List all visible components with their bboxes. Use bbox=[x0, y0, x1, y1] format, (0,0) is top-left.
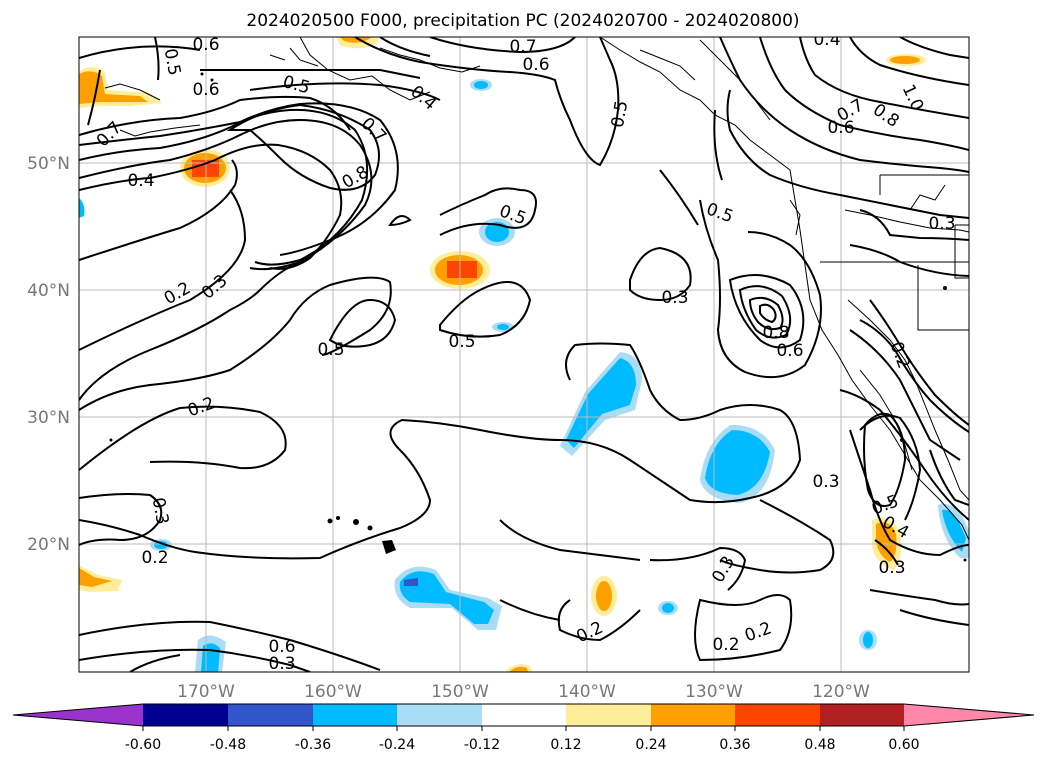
longitude-label: 140°W bbox=[558, 682, 616, 702]
contour-label: 0.6 bbox=[522, 55, 549, 75]
colorbar-segment bbox=[735, 704, 820, 726]
contour-label: 0.5 bbox=[160, 47, 184, 77]
longitude-label: 150°W bbox=[431, 682, 489, 702]
colorbar-segment bbox=[397, 704, 482, 726]
negative-anomaly-patch bbox=[492, 322, 514, 332]
negative-anomaly-patch bbox=[79, 198, 85, 218]
contour-label: 0.6 bbox=[827, 118, 854, 138]
negative-anomaly-patch bbox=[479, 218, 515, 246]
colorbar-tick-label: -0.36 bbox=[295, 737, 331, 753]
colorbar-tick-label: -0.48 bbox=[210, 737, 246, 753]
longitude-label: 120°W bbox=[812, 682, 870, 702]
latitude-label: 30°N bbox=[27, 408, 70, 428]
latitude-labels: 50°N 40°N 30°N 20°N bbox=[27, 154, 70, 555]
colorbar-tick-label: 0.24 bbox=[635, 737, 666, 753]
contour-label: 0.5 bbox=[448, 332, 475, 352]
positive-anomaly-patch bbox=[591, 576, 617, 616]
colorbar-tick-label: 0.60 bbox=[888, 737, 919, 753]
contour-label: 0.5 bbox=[608, 99, 632, 129]
colorbar-segment bbox=[651, 704, 735, 726]
negative-anomaly-patch bbox=[195, 635, 226, 672]
contour-label: 0.3 bbox=[878, 558, 905, 578]
contour-label: 0.3 bbox=[148, 496, 172, 526]
colorbar-segment bbox=[904, 704, 1034, 726]
colorbar-tick-label: 0.48 bbox=[804, 737, 835, 753]
colorbar: -0.60 -0.48 -0.36 -0.24 -0.12 0.12 0.24 … bbox=[12, 703, 1035, 753]
contour-label: 0.3 bbox=[661, 288, 688, 308]
colorbar-segment bbox=[566, 704, 651, 726]
map-panel: 0.6 0.5 0.6 0.7 0.6 0.4 0.5 0.4 0.7 0.8 … bbox=[79, 30, 969, 674]
colorbar-tick-label: 0.36 bbox=[719, 737, 750, 753]
colorbar-segment bbox=[143, 704, 228, 726]
longitude-label: 160°W bbox=[304, 682, 362, 702]
contour-label: 0.3 bbox=[812, 472, 839, 492]
contour-lines bbox=[79, 37, 969, 672]
contour-label: 0.3 bbox=[928, 214, 955, 234]
contour-label: 0.8 bbox=[762, 323, 789, 343]
contour-label: 0.3 bbox=[268, 654, 295, 674]
negative-anomaly-patch bbox=[700, 424, 775, 503]
latitude-label: 20°N bbox=[27, 535, 70, 555]
map-frame bbox=[78, 36, 970, 673]
contour-label: 0.4 bbox=[813, 30, 840, 50]
negative-anomaly-patch bbox=[560, 352, 642, 456]
islands bbox=[109, 72, 967, 562]
contour-label: 0.4 bbox=[127, 171, 154, 191]
contour-label: 0.6 bbox=[192, 35, 219, 55]
colorbar-segment bbox=[228, 704, 313, 726]
latitude-label: 50°N bbox=[27, 154, 70, 174]
latitude-label: 40°N bbox=[27, 281, 70, 301]
negative-anomaly-patch bbox=[859, 630, 877, 650]
colorbar-tick-label: -0.24 bbox=[379, 737, 415, 753]
positive-anomaly-patch bbox=[79, 565, 122, 592]
positive-anomaly-patch bbox=[886, 54, 926, 66]
contour-label: 0.6 bbox=[268, 637, 295, 657]
colorbar-tick-label: -0.12 bbox=[464, 737, 500, 753]
longitude-label: 130°W bbox=[685, 682, 743, 702]
contour-label: 0.2 bbox=[141, 548, 168, 568]
colorbar-segment bbox=[13, 704, 143, 726]
positive-anomaly-patch bbox=[505, 664, 532, 672]
contour-label: 0.6 bbox=[776, 341, 803, 361]
contour-label: 0.2 bbox=[712, 635, 739, 655]
negative-anomaly-patch bbox=[470, 79, 492, 91]
longitude-labels: 170°W 160°W 150°W 140°W 130°W 120°W bbox=[177, 682, 870, 702]
contour-label: 0.5 bbox=[317, 340, 344, 360]
graticule bbox=[79, 37, 969, 672]
contour-label: 0.6 bbox=[192, 80, 219, 100]
colorbar-segment bbox=[313, 704, 397, 726]
contour-label: 0.7 bbox=[509, 37, 536, 57]
colorbar-segment bbox=[482, 704, 566, 726]
colorbar-segment bbox=[820, 704, 904, 726]
negative-anomaly-patch bbox=[658, 601, 678, 615]
longitude-label: 170°W bbox=[177, 682, 235, 702]
colorbar-tick-label: -0.60 bbox=[125, 737, 161, 753]
negative-anomaly-patch bbox=[394, 566, 502, 630]
figure-title: 2024020500 F000, precipitation PC (20240… bbox=[246, 11, 799, 31]
colorbar-tick-label: 0.12 bbox=[550, 737, 581, 753]
